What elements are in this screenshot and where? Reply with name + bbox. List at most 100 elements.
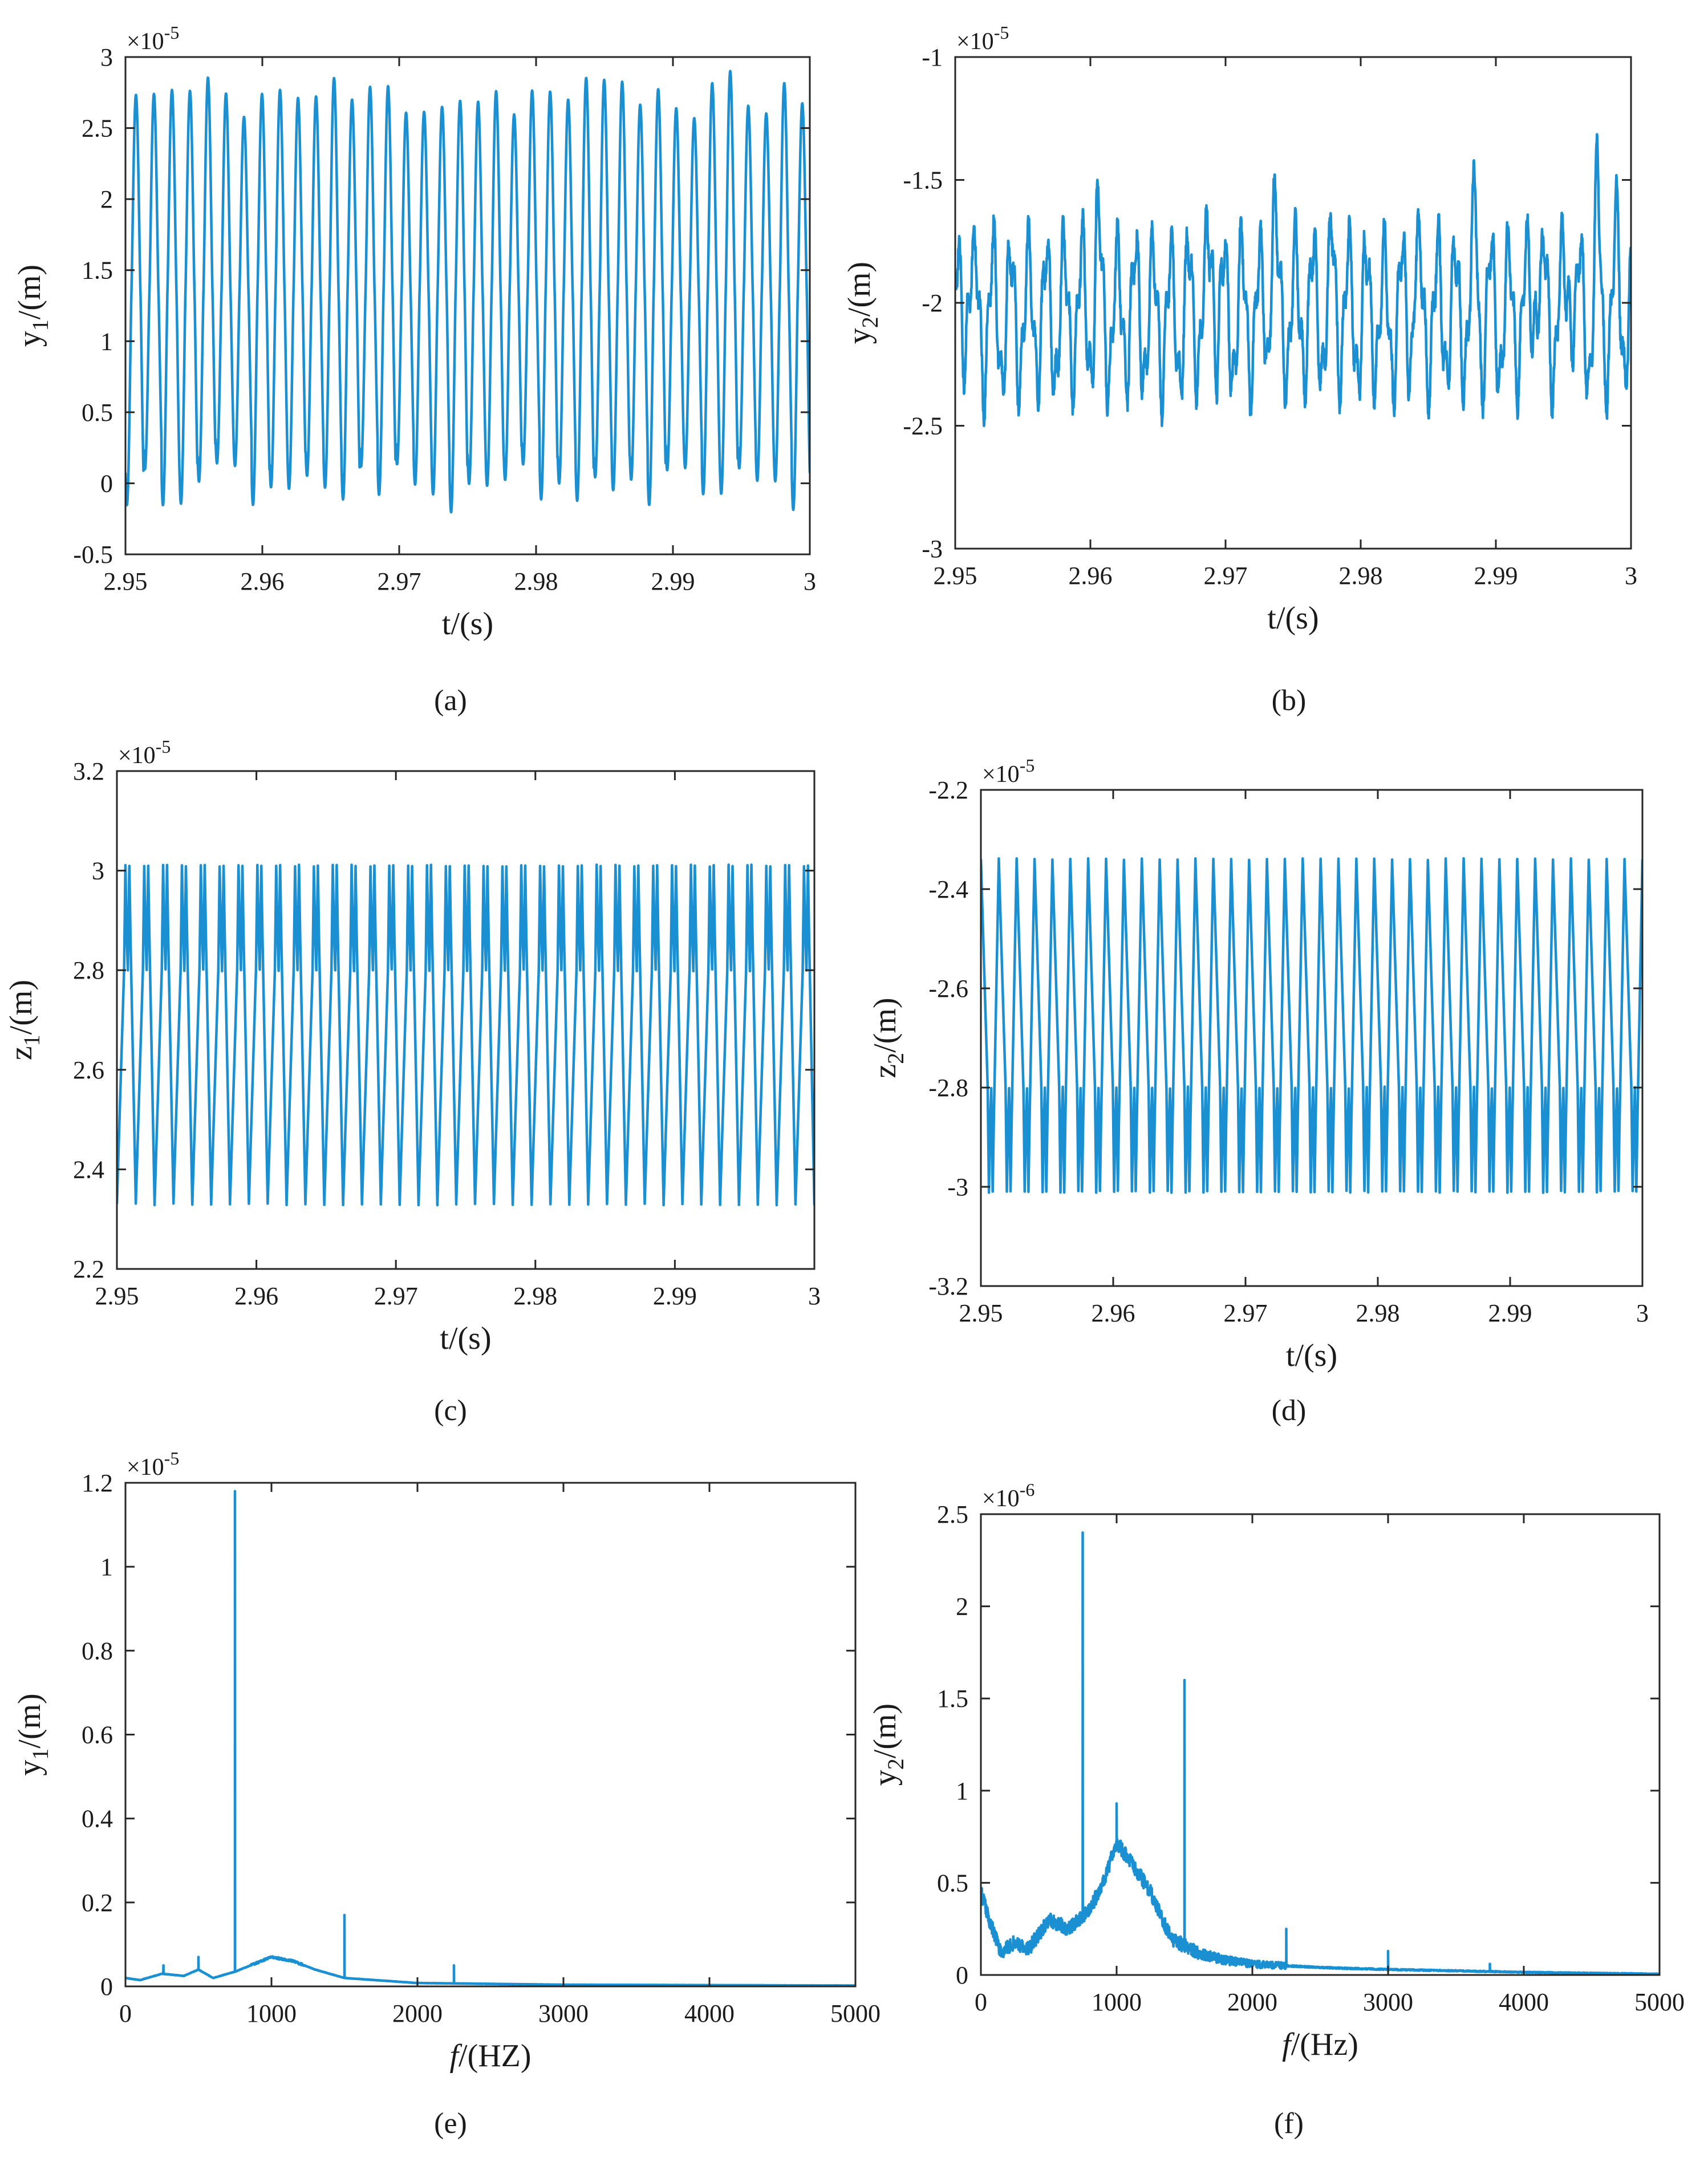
series-line-y1 <box>125 70 810 514</box>
y-tick-label: -0.5 <box>73 541 113 569</box>
series-line-z2 <box>981 857 1642 1194</box>
y-tick-label: 3.2 <box>73 757 104 785</box>
x-tick-label: 3000 <box>538 1999 589 2027</box>
panel-a: 2.95 2.96 2.97 2.98 2.99 3 -0.5 0 0.5 1 1.5 2 2.5 3 ×1… <box>12 22 816 717</box>
x-tick-label: 4000 <box>1499 1988 1549 2016</box>
y-tick-label: -3 <box>922 535 943 563</box>
panel-d: 2.95 2.96 2.97 2.98 2.99 3 -3.2 -3 -2.8 -2.6 -2.4 -… <box>867 755 1649 1427</box>
panel-caption: (a) <box>434 684 467 717</box>
y-tick-label: 3 <box>100 43 113 71</box>
y-tick-label: -2.5 <box>903 412 943 440</box>
y-tick-label: -3 <box>947 1173 968 1201</box>
panel-b: 2.95 2.96 2.97 2.98 2.99 3 -3 -2.5 -2 -1.5 -1 ×10-5… <box>842 22 1637 717</box>
y-axis-title: y1/(m) <box>12 265 53 347</box>
x-tick-label: 1000 <box>246 1999 297 2027</box>
y-tick-label: 0.5 <box>82 399 113 427</box>
y-tick-label: 0.2 <box>82 1889 113 1917</box>
x-tick-label: 2.98 <box>1339 562 1383 590</box>
panel-caption: (c) <box>434 1394 467 1427</box>
axis-exponent: ×10-5 <box>956 22 1009 55</box>
y-tick-label: -1.5 <box>903 167 943 194</box>
x-axis-title: f/(Hz) <box>1282 2027 1358 2062</box>
series-line-y2-spectrum <box>981 1531 1660 1975</box>
y-axis-title: y2/(m) <box>842 262 883 344</box>
y-tick-label: -2.6 <box>928 975 968 1003</box>
x-tick-label: 5000 <box>830 1999 881 2027</box>
y-tick-label: 2.4 <box>73 1155 104 1183</box>
axis-exponent: ×10-5 <box>127 1448 179 1481</box>
y-tick-label: 1 <box>956 1777 968 1805</box>
x-tick-label: 2.97 <box>374 1282 418 1310</box>
x-tick-label: 5000 <box>1634 1988 1685 2016</box>
y-tick-label: 2.5 <box>82 115 113 143</box>
panel-c: 2.95 2.96 2.97 2.98 2.99 3 2.2 2.4 2.6 2.8 3 3.2 ×10… <box>3 736 821 1427</box>
x-tick-label: 3 <box>1636 1299 1649 1327</box>
panel-caption: (b) <box>1272 684 1307 717</box>
y-tick-label: 0.4 <box>82 1805 113 1833</box>
x-tick-label: 2.99 <box>1488 1299 1532 1327</box>
y-tick-label: -2 <box>922 289 943 317</box>
y-tick-label: 1 <box>100 1553 113 1581</box>
panel-caption: (f) <box>1274 2107 1304 2140</box>
y-tick-label: -1 <box>922 43 943 71</box>
axis-exponent: ×10-5 <box>118 736 171 769</box>
series-line-y2 <box>955 133 1631 428</box>
x-axis-title: t/(s) <box>1267 601 1318 636</box>
x-tick-label: 0 <box>975 1988 987 2016</box>
y-tick-label: 0 <box>100 469 113 497</box>
axis-exponent: ×10-5 <box>127 22 179 55</box>
x-tick-label: 2.97 <box>1224 1299 1268 1327</box>
y-axis-title: z1/(m) <box>3 980 44 1060</box>
panel-caption: (d) <box>1272 1394 1307 1427</box>
x-tick-label: 2.98 <box>1356 1299 1400 1327</box>
x-tick-label: 2.97 <box>1204 562 1248 590</box>
x-tick-label: 2.96 <box>1069 562 1113 590</box>
x-tick-label: 3000 <box>1363 1988 1413 2016</box>
y-tick-label: 2 <box>956 1593 968 1621</box>
x-axis-title: t/(s) <box>1286 1338 1337 1373</box>
y-tick-label: 1.5 <box>937 1685 968 1713</box>
panel-e: 0 1000 2000 3000 4000 5000 0 0.2 0.4 0.6 0.8 1 1.2 ×1… <box>12 1448 881 2140</box>
y-tick-label: 1 <box>100 327 113 355</box>
panel-f: 0 1000 2000 3000 4000 5000 0 0.5 1 1.5 2 2.5 ×10-6 f/… <box>867 1479 1685 2140</box>
axes-frame <box>980 1513 1661 1976</box>
x-tick-label: 2.97 <box>378 567 421 595</box>
y-tick-label: 2.6 <box>73 1056 104 1084</box>
y-tick-label: -2.4 <box>928 875 968 903</box>
axes-frame <box>116 770 816 1270</box>
y-tick-label: 0.5 <box>937 1869 968 1897</box>
axes-frame <box>124 56 811 555</box>
x-tick-label: 4000 <box>684 1999 735 2027</box>
y-tick-label: 2.8 <box>73 956 104 984</box>
y-tick-label: 0 <box>100 1973 113 2001</box>
y-tick-label: 3 <box>92 857 104 885</box>
y-tick-label: 0 <box>956 1961 968 1989</box>
y-tick-label: 0.8 <box>82 1637 113 1665</box>
x-tick-label: 2.96 <box>1092 1299 1135 1327</box>
series-line-z1 <box>117 863 814 1207</box>
y-tick-label: -2.2 <box>928 776 968 804</box>
x-tick-label: 0 <box>119 1999 132 2027</box>
x-tick-label: 2.96 <box>234 1282 278 1310</box>
y-tick-label: 2 <box>100 185 113 213</box>
y-tick-label: 2.5 <box>937 1500 968 1528</box>
x-tick-label: 2.99 <box>653 1282 697 1310</box>
x-tick-label: 2.95 <box>959 1299 1003 1327</box>
x-tick-label: 1000 <box>1092 1988 1142 2016</box>
y-tick-label: 1.5 <box>82 257 113 285</box>
y-axis-title: y2/(m) <box>867 1704 908 1786</box>
x-tick-label: 2.98 <box>513 1282 557 1310</box>
axes-frame <box>980 789 1644 1287</box>
x-tick-label: 2.96 <box>241 567 285 595</box>
x-tick-label: 3 <box>804 567 816 595</box>
y-tick-label: 1.2 <box>82 1469 113 1497</box>
panel-caption: (e) <box>434 2107 467 2140</box>
x-axis-title: f/(HZ) <box>449 2038 531 2074</box>
y-tick-label: -3.2 <box>928 1272 968 1300</box>
x-tick-label: 3 <box>1625 562 1637 590</box>
x-tick-label: 2000 <box>392 1999 443 2027</box>
x-tick-label: 2.99 <box>1474 562 1518 590</box>
x-tick-label: 3 <box>808 1282 821 1310</box>
x-tick-label: 2.95 <box>934 562 977 590</box>
